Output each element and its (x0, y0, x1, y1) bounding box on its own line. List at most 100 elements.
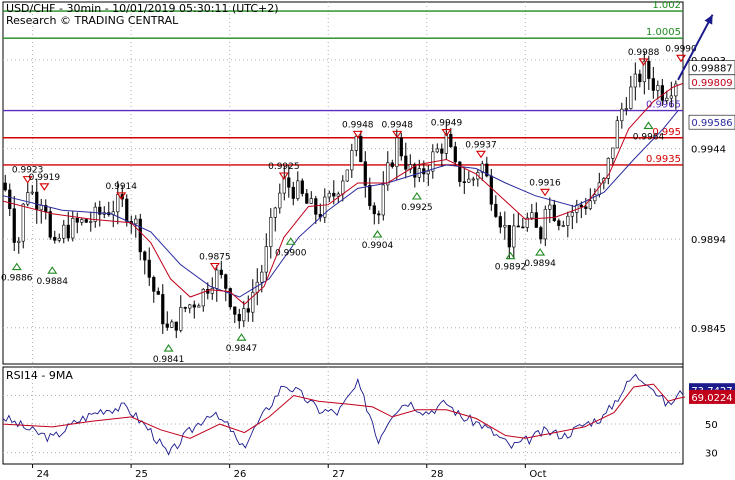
candle-body (341, 180, 345, 195)
candle-body (350, 150, 354, 171)
candle-body (359, 135, 363, 163)
candle-body (192, 304, 196, 308)
candle-body (449, 133, 453, 148)
candle-body (570, 212, 574, 217)
projection-arrow-shaft (677, 14, 714, 81)
high-marker (116, 192, 127, 200)
candle-body (327, 192, 331, 198)
candle-body (656, 85, 660, 91)
candle-body (669, 95, 673, 99)
time-tick-label: 26 (234, 469, 247, 480)
ma-price-badge: 0.99809 (691, 78, 732, 89)
candle-body (183, 307, 187, 309)
low-marker (411, 192, 422, 200)
candle-body (48, 211, 52, 238)
low-label: 0.9900 (275, 248, 307, 258)
projection-arrow (677, 14, 714, 81)
candle-body (552, 204, 556, 222)
candle-body (485, 163, 489, 177)
candle-body (305, 193, 309, 204)
candle-body (651, 78, 655, 91)
price-badges: 0.99887 0.99809 0.99586 (688, 60, 735, 130)
low-label: 0.9964 (633, 132, 665, 142)
candle-body (71, 218, 75, 239)
candle-body (260, 271, 264, 283)
level-label: 0.9965 (646, 100, 681, 111)
candle-body (170, 321, 174, 328)
high-marker (441, 129, 452, 137)
high-marker (39, 183, 50, 191)
candle-body (539, 227, 543, 240)
high-label: 0.9875 (199, 253, 231, 263)
high-marker (638, 58, 649, 66)
candle-body (638, 73, 642, 83)
candle-body (30, 191, 34, 194)
candle-body (291, 186, 295, 199)
candle-body (507, 225, 511, 248)
low-label: 0.9847 (226, 344, 258, 354)
level-label: 0.995 (652, 127, 681, 138)
price-candles (3, 51, 678, 339)
candle-body (435, 148, 439, 153)
price-tick-label: 0.9845 (691, 324, 726, 335)
price-tick-label: 0.9944 (691, 145, 726, 156)
candle-body (57, 237, 61, 241)
candle-body (453, 146, 457, 163)
time-tick-label: 24 (37, 469, 50, 480)
high-label: 0.9925 (268, 162, 300, 172)
candle-body (21, 203, 25, 242)
candle-body (246, 308, 250, 313)
high-marker (475, 150, 486, 159)
candle-body (278, 192, 282, 209)
ma-price-badge-box (688, 74, 735, 90)
candle-body (534, 212, 538, 228)
candle-body (426, 170, 430, 175)
candle-body (287, 177, 291, 188)
candle-body (165, 323, 169, 328)
candle-body (273, 207, 277, 218)
low-marker (11, 262, 22, 271)
candle-body (404, 155, 408, 170)
candle-body (647, 60, 651, 79)
candle-body (66, 224, 70, 239)
rsi-badge-box (689, 389, 735, 404)
candle-body (174, 321, 178, 331)
candle-body (494, 203, 498, 217)
candle-body (89, 221, 93, 223)
candle-body (516, 225, 520, 228)
candle-body (579, 204, 583, 208)
candle-body (620, 108, 624, 122)
candle-body (525, 217, 529, 228)
candle-body (300, 180, 304, 194)
candle-body (444, 133, 448, 154)
projection-arrow-head (704, 14, 713, 25)
time-tick-label: 28 (431, 469, 444, 480)
low-label: 0.9886 (1, 274, 33, 284)
time-tick-label: 27 (332, 469, 345, 480)
candle-body (12, 208, 16, 243)
candle-body (224, 274, 228, 289)
low-marker (47, 266, 58, 274)
candle-body (35, 191, 39, 211)
candle-body (98, 206, 102, 215)
rsi-axis: 70503073.742769.0224 (689, 383, 735, 460)
high-marker (352, 130, 363, 139)
candle-body (399, 137, 403, 157)
low-marker (505, 251, 516, 260)
candle-body (282, 177, 286, 194)
chart-source: Research © TRADING CENTRAL (6, 14, 179, 27)
candle-body (633, 73, 637, 88)
candle-body (201, 288, 205, 307)
candle-body (264, 246, 268, 273)
candle-body (251, 292, 255, 313)
candle-body (269, 217, 273, 247)
candle-body (215, 269, 219, 289)
candle-body (462, 181, 466, 183)
candle-body (116, 194, 120, 213)
high-label: 0.9949 (431, 119, 463, 129)
candle-body (255, 281, 259, 293)
candle-body (336, 193, 340, 197)
candle-body (314, 198, 318, 215)
